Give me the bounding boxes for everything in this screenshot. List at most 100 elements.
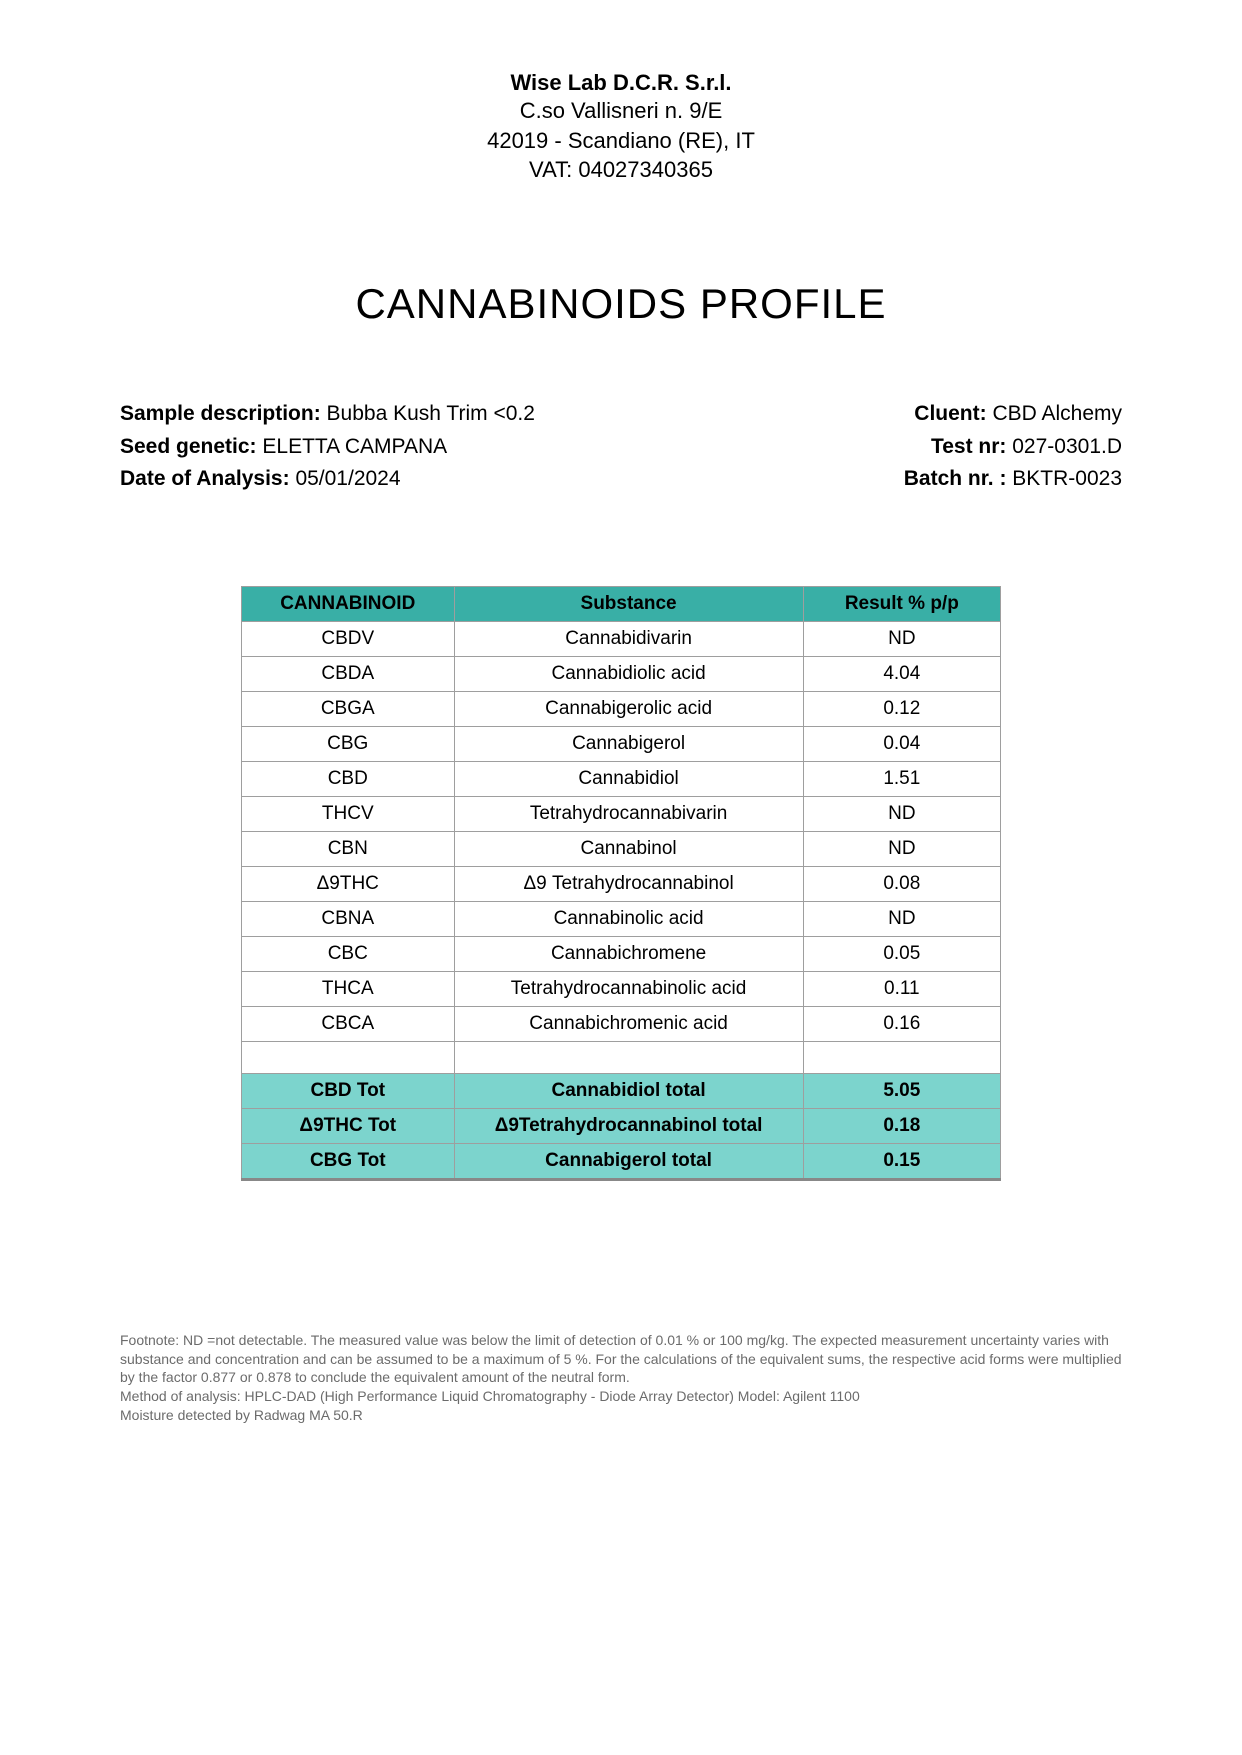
table-cell: Cannabidivarin: [454, 621, 803, 656]
table-cell: Cannabigerol: [454, 726, 803, 761]
client-label: Cluent:: [914, 402, 992, 425]
meta-section: Sample description: Bubba Kush Trim <0.2…: [120, 398, 1122, 496]
table-cell: CBCA: [242, 1006, 455, 1041]
sample-value: Bubba Kush Trim <0.2: [327, 402, 535, 425]
table-cell: CBDA: [242, 656, 455, 691]
date-row: Date of Analysis: 05/01/2024: [120, 463, 535, 496]
batch-value: BKTR-0023: [1012, 467, 1122, 490]
test-label: Test nr:: [931, 435, 1012, 458]
cannabinoids-table: CANNABINOID Substance Result % p/p CBDVC…: [241, 586, 1001, 1181]
batch-row: Batch nr. : BKTR-0023: [904, 463, 1122, 496]
table-row: CBDCannabidiol1.51: [242, 761, 1001, 796]
total-cell: CBD Tot: [242, 1073, 455, 1108]
test-value: 027-0301.D: [1012, 435, 1122, 458]
table-cell: Cannabinol: [454, 831, 803, 866]
footnotes: Footnote: ND =not detectable. The measur…: [120, 1331, 1122, 1425]
test-row: Test nr: 027-0301.D: [904, 431, 1122, 464]
table-row: Δ9THCΔ9 Tetrahydrocannabinol0.08: [242, 866, 1001, 901]
spacer-cell: [454, 1041, 803, 1073]
table-cell: Δ9 Tetrahydrocannabinol: [454, 866, 803, 901]
seed-row: Seed genetic: ELETTA CAMPANA: [120, 431, 535, 464]
table-cell: THCV: [242, 796, 455, 831]
sample-row: Sample description: Bubba Kush Trim <0.2: [120, 398, 535, 431]
total-cell: 0.15: [803, 1143, 1000, 1179]
table-cell: Cannabichromenic acid: [454, 1006, 803, 1041]
company-address-2: 42019 - Scandiano (RE), IT: [120, 126, 1122, 156]
table-row: THCVTetrahydrocannabivarinND: [242, 796, 1001, 831]
table-cell: ND: [803, 796, 1000, 831]
th-result: Result % p/p: [803, 586, 1000, 621]
table-cell: Tetrahydrocannabivarin: [454, 796, 803, 831]
total-cell: Cannabidiol total: [454, 1073, 803, 1108]
sample-label: Sample description:: [120, 402, 327, 425]
table-cell: 0.05: [803, 936, 1000, 971]
total-cell: Cannabigerol total: [454, 1143, 803, 1179]
spacer-row: [242, 1041, 1001, 1073]
total-cell: 0.18: [803, 1108, 1000, 1143]
table-row: CBDACannabidiolic acid4.04: [242, 656, 1001, 691]
table-cell: CBC: [242, 936, 455, 971]
table-cell: Cannabidiolic acid: [454, 656, 803, 691]
spacer-cell: [242, 1041, 455, 1073]
table-cell: CBNA: [242, 901, 455, 936]
table-row: CBGACannabigerolic acid0.12: [242, 691, 1001, 726]
footnote-3: Moisture detected by Radwag MA 50.R: [120, 1406, 1122, 1425]
table-row: CBNCannabinolND: [242, 831, 1001, 866]
company-header: Wise Lab D.C.R. S.r.l. C.so Vallisneri n…: [120, 70, 1122, 185]
total-cell: CBG Tot: [242, 1143, 455, 1179]
table-cell: ND: [803, 831, 1000, 866]
total-row: Δ9THC TotΔ9Tetrahydrocannabinol total0.1…: [242, 1108, 1001, 1143]
client-row: Cluent: CBD Alchemy: [904, 398, 1122, 431]
table-row: CBCACannabichromenic acid0.16: [242, 1006, 1001, 1041]
total-cell: 5.05: [803, 1073, 1000, 1108]
batch-label: Batch nr. :: [904, 467, 1013, 490]
table-row: CBNACannabinolic acidND: [242, 901, 1001, 936]
table-row: CBCCannabichromene0.05: [242, 936, 1001, 971]
table-cell: 0.08: [803, 866, 1000, 901]
table-cell: Δ9THC: [242, 866, 455, 901]
table-cell: Tetrahydrocannabinolic acid: [454, 971, 803, 1006]
date-label: Date of Analysis:: [120, 467, 295, 490]
footnote-1: Footnote: ND =not detectable. The measur…: [120, 1331, 1122, 1388]
table-cell: 4.04: [803, 656, 1000, 691]
table-cell: ND: [803, 901, 1000, 936]
table-container: CANNABINOID Substance Result % p/p CBDVC…: [120, 586, 1122, 1181]
seed-label: Seed genetic:: [120, 435, 262, 458]
table-cell: 0.12: [803, 691, 1000, 726]
table-cell: 1.51: [803, 761, 1000, 796]
table-cell: THCA: [242, 971, 455, 1006]
total-cell: Δ9THC Tot: [242, 1108, 455, 1143]
table-cell: Cannabinolic acid: [454, 901, 803, 936]
company-vat: VAT: 04027340365: [120, 155, 1122, 185]
meta-right: Cluent: CBD Alchemy Test nr: 027-0301.D …: [904, 398, 1122, 496]
table-cell: ND: [803, 621, 1000, 656]
table-cell: 0.16: [803, 1006, 1000, 1041]
th-cannabinoid: CANNABINOID: [242, 586, 455, 621]
table-cell: 0.11: [803, 971, 1000, 1006]
table-row: CBGCannabigerol0.04: [242, 726, 1001, 761]
seed-value: ELETTA CAMPANA: [262, 435, 447, 458]
spacer-cell: [803, 1041, 1000, 1073]
table-cell: CBDV: [242, 621, 455, 656]
table-cell: CBD: [242, 761, 455, 796]
table-cell: CBGA: [242, 691, 455, 726]
table-row: CBDVCannabidivarinND: [242, 621, 1001, 656]
total-row: CBG TotCannabigerol total0.15: [242, 1143, 1001, 1179]
table-cell: Cannabigerolic acid: [454, 691, 803, 726]
company-address-1: C.so Vallisneri n. 9/E: [120, 96, 1122, 126]
table-cell: Cannabichromene: [454, 936, 803, 971]
footnote-2: Method of analysis: HPLC-DAD (High Perfo…: [120, 1387, 1122, 1406]
page-title: CANNABINOIDS PROFILE: [120, 280, 1122, 328]
table-cell: Cannabidiol: [454, 761, 803, 796]
total-row: CBD TotCannabidiol total5.05: [242, 1073, 1001, 1108]
meta-left: Sample description: Bubba Kush Trim <0.2…: [120, 398, 535, 496]
table-cell: CBG: [242, 726, 455, 761]
date-value: 05/01/2024: [295, 467, 400, 490]
client-value: CBD Alchemy: [992, 402, 1122, 425]
table-row: THCATetrahydrocannabinolic acid0.11: [242, 971, 1001, 1006]
table-cell: CBN: [242, 831, 455, 866]
table-header-row: CANNABINOID Substance Result % p/p: [242, 586, 1001, 621]
table-body: CBDVCannabidivarinNDCBDACannabidiolic ac…: [242, 621, 1001, 1179]
total-cell: Δ9Tetrahydrocannabinol total: [454, 1108, 803, 1143]
company-name: Wise Lab D.C.R. S.r.l.: [120, 70, 1122, 96]
